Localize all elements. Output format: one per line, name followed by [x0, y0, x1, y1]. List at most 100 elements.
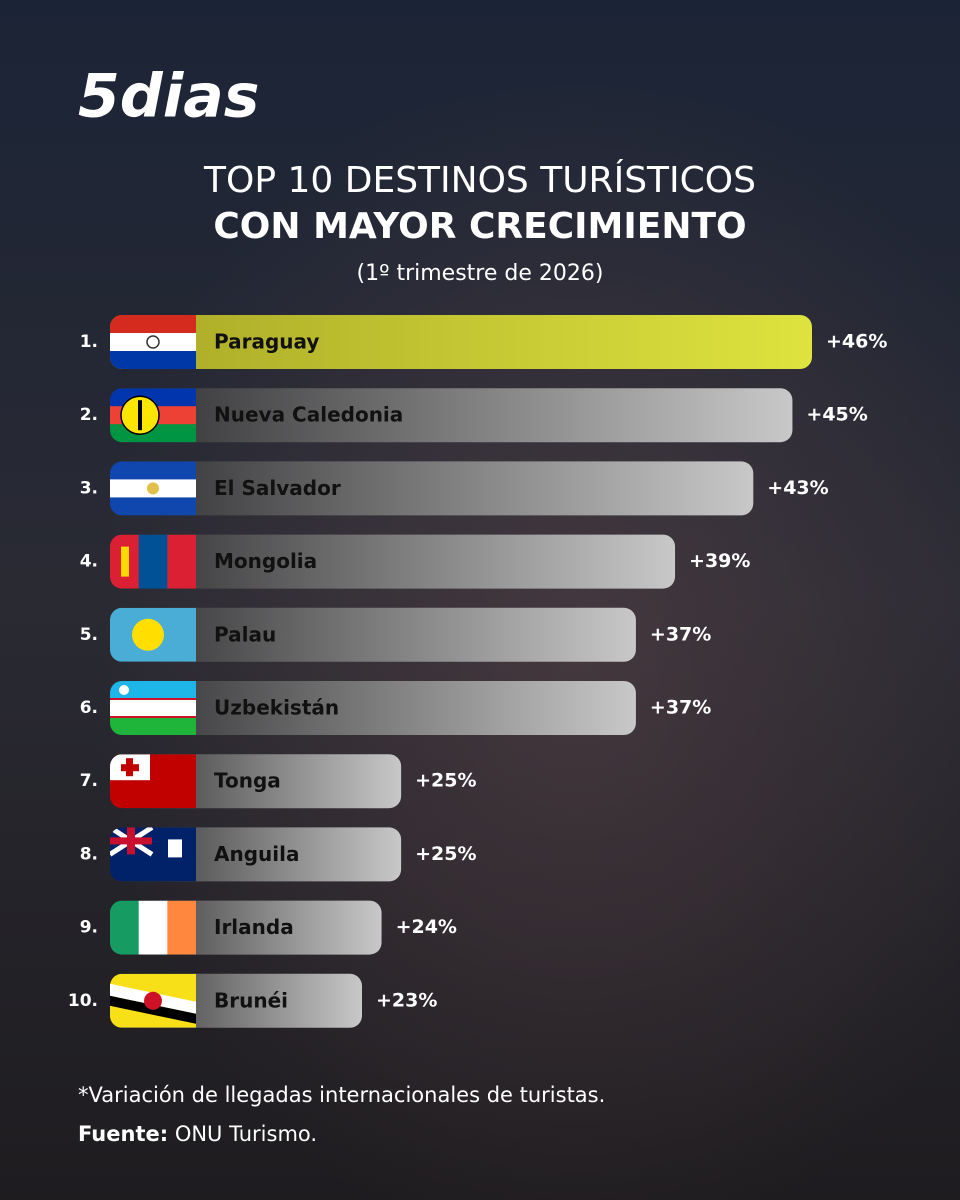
flag-stripe — [110, 333, 196, 352]
category-label: Irlanda — [214, 915, 294, 939]
bar-row: 7. Tonga +25% — [80, 754, 477, 809]
bar — [110, 315, 812, 369]
rank-label: 5. — [80, 625, 98, 645]
category-label: El Salvador — [214, 476, 341, 500]
title-line: TOP 10 DESTINOS TURÍSTICOS — [203, 159, 756, 201]
bar-row: 10. Brunéi +23% — [68, 973, 437, 1028]
category-label: Tonga — [214, 769, 281, 793]
flag — [110, 607, 196, 662]
rank-label: 9. — [80, 918, 98, 938]
flag-inner — [110, 315, 196, 369]
category-label: Nueva Caledonia — [214, 403, 403, 427]
bar — [110, 388, 793, 443]
value-label: +25% — [415, 843, 476, 865]
flag-stripe — [110, 315, 196, 334]
flag-stripe — [110, 497, 196, 516]
flag-line — [110, 698, 196, 700]
rank-label: 3. — [80, 478, 98, 498]
flag-stripe — [167, 900, 196, 955]
value-label: +37% — [650, 697, 711, 719]
flag-stripe — [138, 534, 168, 589]
flag-inner — [110, 681, 196, 735]
bar-row: 8. Anguila +25% — [80, 827, 477, 882]
flag-cross — [121, 764, 139, 772]
value-label: +45% — [806, 404, 867, 426]
flag-inner — [110, 607, 196, 662]
source-label: Fuente: — [78, 1122, 168, 1146]
value-label: +25% — [415, 770, 476, 792]
flag-inner — [110, 534, 196, 589]
rank-label: 6. — [80, 698, 98, 718]
value-label: +23% — [376, 989, 437, 1011]
category-label: Paraguay — [214, 330, 319, 354]
value-label: +39% — [689, 550, 750, 572]
bar — [110, 607, 636, 662]
title-line: CON MAYOR CRECIMIENTO — [213, 206, 746, 247]
bar-row: 6. Uzbekistán +37% — [80, 681, 711, 735]
rank-label: 2. — [80, 405, 98, 425]
flag-cross — [110, 837, 152, 845]
flag-emblem — [147, 482, 159, 495]
flag-stripe — [167, 534, 196, 589]
value-label: +46% — [826, 331, 887, 353]
footnote: *Variación de llegadas internacionales d… — [78, 1083, 605, 1107]
flag-stripe — [110, 717, 196, 735]
category-label: Mongolia — [214, 549, 317, 573]
flag-inner — [110, 461, 196, 516]
flag — [110, 754, 196, 809]
flag — [110, 388, 196, 443]
source-name: ONU Turismo. — [175, 1122, 317, 1146]
flag-stripe — [110, 461, 196, 480]
flag-stripe — [110, 900, 140, 955]
flag-inner — [110, 900, 196, 955]
bar — [110, 681, 636, 735]
value-label: +24% — [396, 916, 457, 938]
bar — [110, 534, 676, 589]
flag-emblem — [121, 546, 129, 577]
brand-logo: 5dias — [78, 62, 259, 132]
category-label: Palau — [214, 622, 276, 646]
bar-row: 4. Mongolia +39% — [80, 534, 750, 589]
category-label: Brunéi — [214, 988, 288, 1012]
source: Fuente: ONU Turismo. — [78, 1122, 317, 1146]
flag-line — [110, 716, 196, 718]
flag-emblem — [144, 991, 162, 1010]
flag — [110, 681, 196, 735]
bar-row: 5. Palau +37% — [80, 607, 711, 662]
bar-row: 1. Paraguay +46% — [80, 315, 887, 369]
rank-label: 10. — [68, 991, 98, 1011]
rank-label: 8. — [80, 844, 98, 864]
flag-emblem — [119, 685, 129, 695]
value-label: +37% — [650, 623, 711, 645]
flag-stripe — [110, 681, 196, 700]
rank-label: 4. — [80, 552, 98, 572]
subtitle: (1º trimestre de 2026) — [357, 261, 604, 286]
flag — [110, 534, 196, 589]
rank-label: 1. — [80, 332, 98, 352]
value-label: +43% — [767, 477, 828, 499]
bar-row: 2. Nueva Caledonia +45% — [80, 388, 868, 443]
bar-row: 9. Irlanda +24% — [80, 900, 457, 955]
flag — [110, 973, 196, 1028]
flag-stripe — [110, 699, 196, 718]
flag-emblem — [132, 618, 164, 651]
rank-label: 7. — [80, 771, 98, 791]
category-label: Uzbekistán — [214, 696, 339, 720]
flag-stripe — [110, 351, 196, 369]
bar — [110, 461, 754, 516]
bar-row: 3. El Salvador +43% — [80, 461, 829, 516]
flag-inner — [110, 388, 196, 443]
flag-emblem — [146, 335, 160, 349]
flag-emblem — [138, 400, 142, 431]
flag-inner — [110, 827, 196, 882]
flag-stripe — [138, 900, 168, 955]
flag-inner — [110, 754, 196, 809]
category-label: Anguila — [214, 842, 299, 866]
flag-inner — [110, 973, 196, 1028]
flag — [110, 461, 196, 516]
flag — [110, 827, 196, 882]
flag-emblem — [168, 839, 182, 858]
flag — [110, 315, 196, 369]
